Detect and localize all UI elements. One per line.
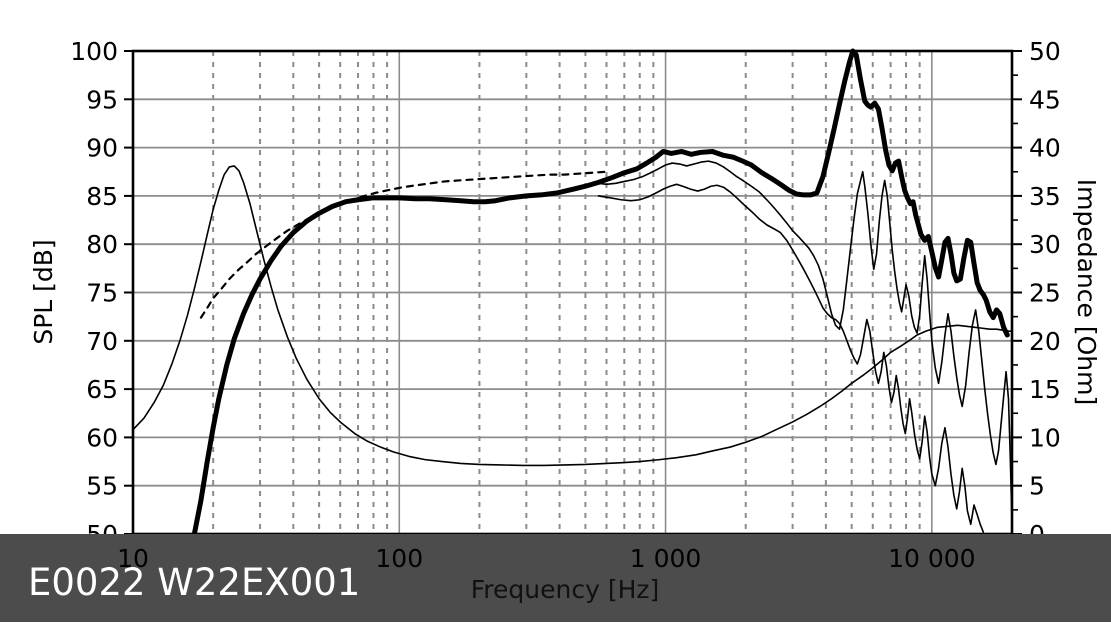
x-tick-label: 1 000 bbox=[630, 544, 702, 573]
x-tick-label: 10 000 bbox=[888, 544, 975, 573]
y-tick-label: 60 bbox=[86, 423, 118, 452]
series-line bbox=[132, 165, 1013, 467]
y-tick-label: 65 bbox=[86, 375, 118, 404]
series-line bbox=[597, 183, 985, 533]
x-tick-label: 10 bbox=[117, 544, 149, 573]
y-tick-label: 100 bbox=[70, 37, 118, 66]
y-tick-label: 55 bbox=[86, 472, 118, 501]
y-tick-label: 80 bbox=[86, 230, 118, 259]
tick-labels: 5055606570758085909510005101520253035404… bbox=[70, 37, 1061, 549]
data-series bbox=[132, 48, 1013, 537]
y2-tick-label: 30 bbox=[1029, 230, 1061, 259]
y2-tick-label: 15 bbox=[1029, 375, 1061, 404]
y-tick-label: 70 bbox=[86, 327, 118, 356]
x-tick-label: 100 bbox=[375, 544, 423, 573]
caption-overlay-bar bbox=[0, 534, 1111, 622]
caption-label: E0022 W22EX001 bbox=[28, 561, 360, 604]
y2-tick-label: 40 bbox=[1029, 134, 1061, 163]
y2-tick-label: 25 bbox=[1029, 279, 1061, 308]
y2-tick-label: 20 bbox=[1029, 327, 1061, 356]
y-axis-title: SPL [dB] bbox=[29, 239, 58, 344]
x-tick-labels: 10 100 1 000 10 000 bbox=[117, 544, 975, 573]
y2-tick-label: 35 bbox=[1029, 182, 1061, 211]
y2-tick-label: 5 bbox=[1029, 472, 1045, 501]
y-tick-label: 95 bbox=[86, 85, 118, 114]
y-tick-label: 85 bbox=[86, 182, 118, 211]
series-line bbox=[191, 48, 1010, 537]
series-line bbox=[199, 170, 608, 319]
y2-tick-label: 50 bbox=[1029, 37, 1061, 66]
y2-axis-title: Impedance [Ohm] bbox=[1072, 179, 1101, 405]
series-line bbox=[597, 160, 1013, 526]
y2-tick-label: 10 bbox=[1029, 423, 1061, 452]
y2-tick-label: 45 bbox=[1029, 85, 1061, 114]
y-tick-label: 90 bbox=[86, 134, 118, 163]
y-tick-label: 75 bbox=[86, 279, 118, 308]
x-axis-title: Frequency [Hz] bbox=[471, 575, 660, 604]
